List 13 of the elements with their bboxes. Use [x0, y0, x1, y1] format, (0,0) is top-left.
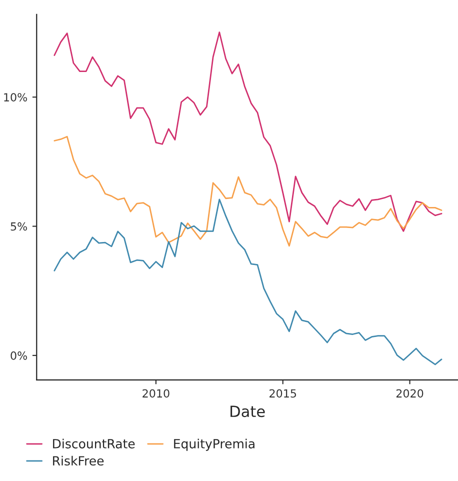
y-tick-label: 0% — [10, 351, 27, 360]
line-series — [54, 32, 442, 232]
line-series — [54, 198, 442, 366]
y-tick-label: 10% — [4, 93, 27, 102]
x-tick-label: 2020 — [396, 389, 424, 398]
line-series — [54, 136, 442, 247]
x-axis-title: Date — [230, 406, 265, 418]
x-tick-label: 2010 — [142, 389, 170, 398]
x-tick-label: 2015 — [270, 389, 296, 398]
legend-label: EquityPremia — [174, 438, 254, 451]
y-tick-label: 5% — [10, 222, 27, 231]
legend-label: RiskFree — [53, 456, 104, 466]
legend-label: DiscountRate — [53, 438, 135, 448]
